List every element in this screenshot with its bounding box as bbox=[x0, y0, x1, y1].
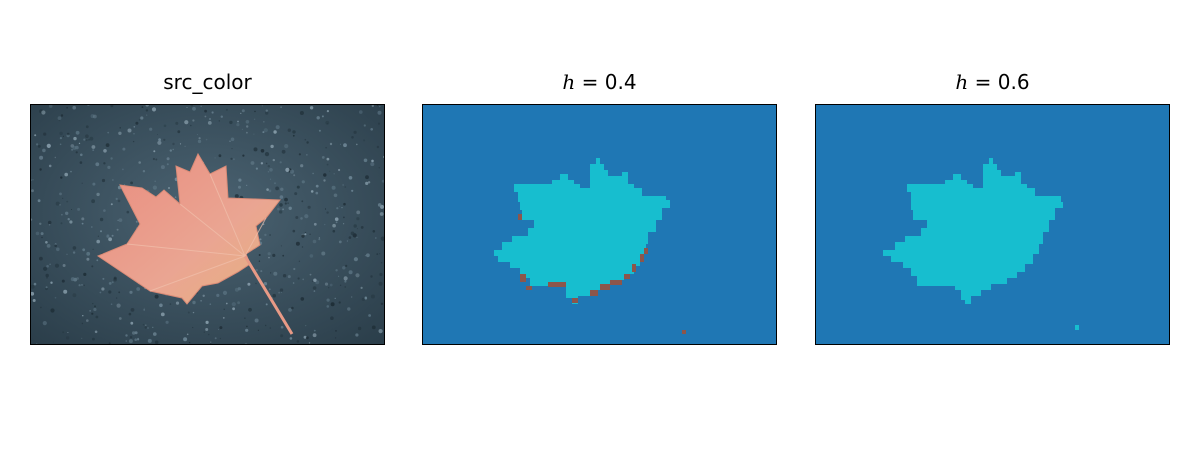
panel-src-color bbox=[30, 104, 385, 345]
panel-title-h-0-4: h = 0.4 bbox=[422, 70, 777, 94]
title-value: = 0.6 bbox=[968, 70, 1030, 94]
panel-title-src-color: src_color bbox=[30, 70, 385, 94]
panel-title-h-0-6: h = 0.6 bbox=[815, 70, 1170, 94]
panel-segmentation-h-0-6 bbox=[815, 104, 1170, 345]
panel-segmentation-h-0-4 bbox=[422, 104, 777, 345]
segmentation-map-image bbox=[815, 104, 1170, 345]
leaf-photo-image bbox=[30, 104, 385, 345]
segmentation-map-image bbox=[422, 104, 777, 345]
panel-title-text: src_color bbox=[163, 70, 252, 94]
title-variable: h bbox=[562, 70, 576, 94]
title-variable: h bbox=[955, 70, 969, 94]
title-value: = 0.4 bbox=[575, 70, 637, 94]
